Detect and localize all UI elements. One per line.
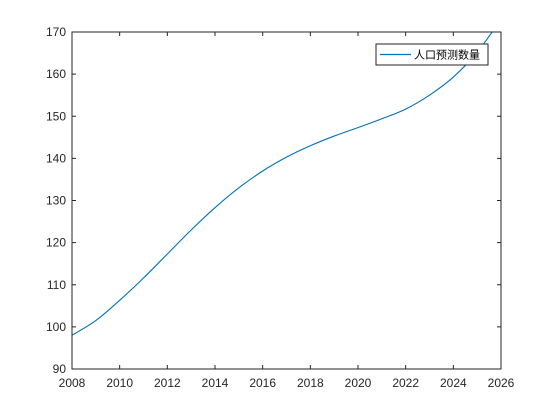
y-tick-label: 100 [46,320,66,334]
x-tick-label: 2024 [440,376,467,390]
legend-label: 人口预测数量 [414,49,480,62]
y-tick-label: 110 [47,278,66,292]
x-tick-label: 2012 [154,376,181,390]
legend-box [375,43,489,66]
y-tick-label: 150 [46,109,66,123]
x-tick-label: 2010 [106,376,133,390]
y-tick-label: 160 [46,67,66,81]
x-tick-label: 2020 [345,376,372,390]
x-tick-label: 2022 [392,376,419,390]
x-tick-label: 2026 [488,376,515,390]
y-tick-label: 170 [46,25,66,39]
series-line-0 [72,32,493,336]
x-tick-label: 2016 [249,376,276,390]
x-tick-label: 2014 [202,376,229,390]
y-tick-label: 140 [46,151,66,165]
legend: 人口预测数量 [375,43,489,66]
x-tick-label: 2018 [297,376,324,390]
x-tick-label: 2008 [59,376,86,390]
y-tick-label: 120 [46,236,66,250]
y-tick-label: 90 [53,362,67,376]
y-tick-label: 130 [46,194,66,208]
plot-area [72,32,501,369]
